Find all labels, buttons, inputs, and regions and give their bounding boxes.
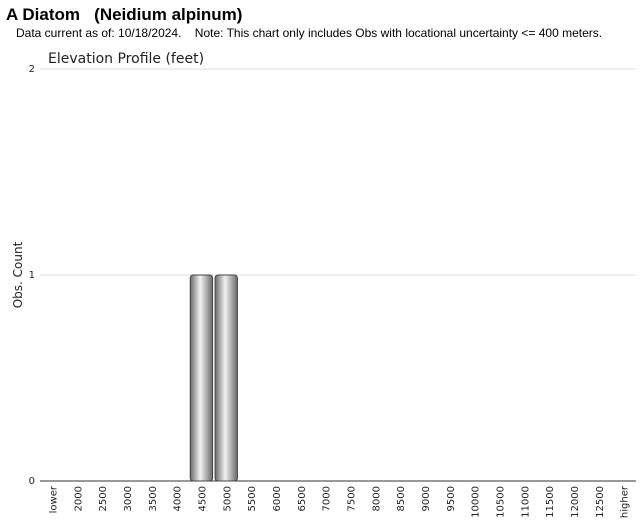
x-tick-label: 3500 [148,486,159,511]
x-tick-label: 7500 [346,486,357,511]
x-tick-label: 8500 [396,486,407,511]
x-tick-label: 11500 [545,486,556,518]
x-tick-label: 2000 [73,486,84,511]
x-tick-label: 9500 [446,486,457,511]
x-tick-label: 11000 [520,486,531,518]
y-axis-label: Obs. Count [11,241,25,308]
y-tick-label: 2 [29,64,35,75]
y-tick-label: 0 [29,476,35,487]
x-tick-label: 4000 [173,486,184,511]
x-tick-label: 2500 [98,486,109,511]
x-tick-label: 6000 [272,486,283,511]
x-tick-label: 10500 [495,486,506,518]
x-tick-label: 10000 [471,486,482,518]
x-tick-label: 8000 [371,486,382,511]
x-tick-label: 5000 [222,486,233,511]
x-tick-label: 9000 [421,486,432,511]
x-tick-label: 12000 [570,486,581,518]
bar [214,274,238,482]
chart-title: Elevation Profile (feet) [48,51,204,67]
x-tick-label: 6500 [297,486,308,511]
page-subtitle: Data current as of: 10/18/2024. Note: Th… [16,26,603,40]
x-tick-label: 5500 [247,486,258,511]
x-tick-label: 12500 [595,486,606,518]
x-tick-label: higher [620,485,631,518]
x-tick-label: lower [48,485,59,513]
y-tick-label: 1 [29,270,35,281]
page-title: A Diatom (Neidium alpinum) [6,5,243,24]
x-tick-label: 7000 [322,486,333,511]
x-tick-label: 4500 [197,486,208,511]
x-tick-label: 3000 [123,486,134,511]
bar [189,274,214,482]
